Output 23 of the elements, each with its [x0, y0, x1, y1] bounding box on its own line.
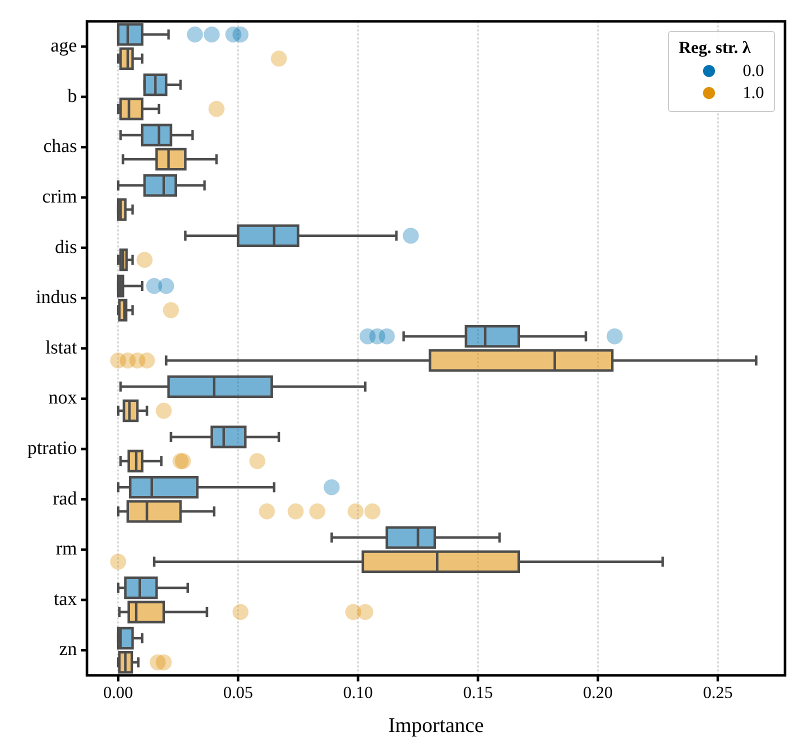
y-tick-label: rad — [52, 488, 78, 510]
x-tick-label: 0.00 — [103, 683, 134, 702]
x-axis-title: Importance — [388, 712, 484, 737]
legend-title: Reg. str. λ — [678, 38, 752, 58]
y-tick-label: age — [50, 36, 77, 57]
x-tick-label: 0.25 — [702, 683, 733, 702]
y-tick-label: indus — [36, 287, 77, 308]
y-tick-label: chas — [43, 136, 77, 158]
y-tick-label: ptratio — [27, 438, 77, 459]
y-tick-label: lstat — [45, 337, 78, 358]
x-tick-label: 0.05 — [223, 683, 253, 702]
y-tick-label: crim — [42, 186, 78, 208]
x-tick-label: 0.20 — [583, 683, 613, 702]
legend-label: 1.0 — [742, 83, 764, 104]
y-tick-label: b — [68, 86, 77, 107]
x-tick-label: 0.10 — [343, 683, 373, 702]
y-tick-label: zn — [59, 639, 78, 660]
legend-label: 0.0 — [742, 61, 764, 82]
y-tick-label: rm — [56, 538, 78, 560]
y-tick-label: tax — [54, 588, 78, 610]
x-tick-label: 0.15 — [463, 683, 493, 702]
y-tick-label: nox — [48, 388, 78, 409]
y-tick-label: dis — [54, 236, 77, 258]
